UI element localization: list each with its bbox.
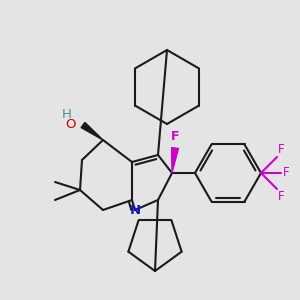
Text: F: F <box>278 143 285 156</box>
Polygon shape <box>172 148 178 173</box>
Text: N: N <box>129 203 141 217</box>
Text: F: F <box>283 167 290 179</box>
Text: H: H <box>62 108 72 121</box>
Polygon shape <box>81 122 103 140</box>
Text: F: F <box>171 130 179 143</box>
Text: F: F <box>278 190 285 203</box>
Text: O: O <box>65 118 76 131</box>
